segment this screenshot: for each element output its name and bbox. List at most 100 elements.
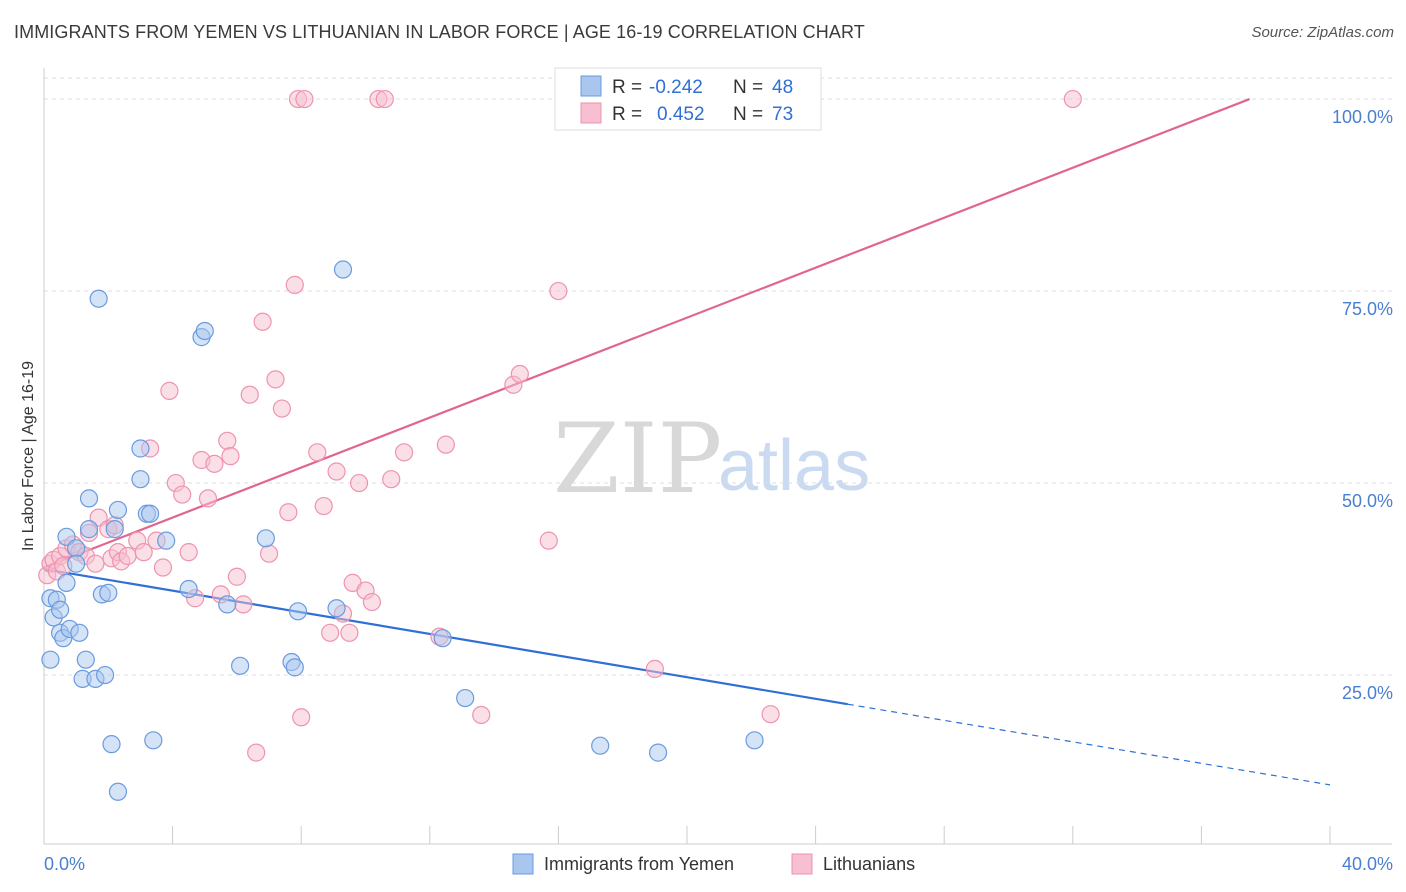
data-point-lithuanians bbox=[234, 595, 253, 614]
data-point-lithuanians bbox=[205, 454, 224, 473]
data-point-lithuanians bbox=[160, 381, 179, 400]
data-point-yemen bbox=[50, 600, 70, 619]
data-point-lithuanians bbox=[308, 443, 327, 462]
legend-n-label-2: N = bbox=[733, 104, 763, 125]
legend-n-value-2: 73 bbox=[772, 104, 793, 125]
data-point-lithuanians bbox=[1063, 89, 1082, 109]
data-point-lithuanians bbox=[362, 592, 382, 612]
data-point-yemen bbox=[157, 531, 176, 550]
data-point-yemen bbox=[57, 573, 76, 592]
data-point-lithuanians bbox=[266, 370, 285, 389]
data-point-lithuanians bbox=[436, 435, 455, 454]
data-point-lithuanians bbox=[227, 567, 246, 586]
data-point-yemen bbox=[327, 599, 346, 618]
data-point-yemen bbox=[648, 743, 668, 762]
y-tick-label: 50.0% bbox=[1342, 491, 1393, 511]
y-tick-label: 100.0% bbox=[1332, 107, 1393, 127]
series-legend-swatch-yemen bbox=[512, 853, 534, 875]
series-legend-label-yemen: Immigrants from Yemen bbox=[544, 854, 734, 874]
series-legend-swatch-lithuanians bbox=[791, 853, 813, 875]
data-point-yemen bbox=[41, 650, 60, 669]
series-legend: Immigrants from Yemen Lithuanians bbox=[512, 853, 915, 875]
data-point-yemen bbox=[256, 529, 275, 548]
legend-r-value-2: 0.452 bbox=[657, 104, 705, 125]
legend-n-label-1: N = bbox=[733, 77, 763, 98]
data-point-lithuanians bbox=[761, 705, 780, 724]
legend-r-label-1: R = bbox=[612, 77, 642, 98]
watermark: ZIP atlas bbox=[553, 403, 870, 515]
data-point-lithuanians bbox=[327, 462, 346, 481]
data-point-yemen bbox=[67, 539, 86, 558]
data-point-yemen bbox=[131, 470, 150, 489]
legend-n-value-1: 48 bbox=[772, 77, 793, 98]
data-point-yemen bbox=[745, 731, 764, 750]
data-point-lithuanians bbox=[198, 489, 218, 508]
data-point-lithuanians bbox=[340, 623, 359, 642]
legend-swatch-pink bbox=[580, 102, 602, 124]
data-point-lithuanians bbox=[539, 531, 558, 550]
data-point-yemen bbox=[591, 736, 610, 755]
data-point-lithuanians bbox=[179, 543, 198, 562]
data-point-lithuanians bbox=[134, 543, 153, 562]
data-point-lithuanians bbox=[472, 705, 491, 725]
data-point-lithuanians bbox=[253, 312, 272, 331]
data-point-lithuanians bbox=[118, 546, 137, 566]
data-point-lithuanians bbox=[279, 503, 298, 522]
grid-lines bbox=[44, 77, 1392, 676]
data-point-lithuanians bbox=[240, 385, 259, 404]
data-point-lithuanians bbox=[645, 659, 664, 678]
data-point-yemen bbox=[67, 554, 86, 573]
data-point-lithuanians bbox=[173, 485, 192, 504]
data-point-yemen bbox=[79, 489, 99, 508]
data-point-yemen bbox=[79, 520, 99, 539]
data-point-yemen bbox=[108, 782, 128, 801]
data-point-lithuanians bbox=[259, 544, 279, 563]
axes bbox=[43, 68, 1392, 845]
data-point-lithuanians bbox=[349, 473, 369, 493]
x-tick-label-max: 40.0% bbox=[1342, 854, 1393, 874]
y-tick-label: 75.0% bbox=[1342, 299, 1393, 319]
data-point-lithuanians bbox=[153, 558, 173, 577]
data-point-yemen bbox=[285, 658, 304, 677]
data-point-lithuanians bbox=[394, 443, 414, 462]
data-point-lithuanians bbox=[218, 431, 237, 450]
data-point-yemen bbox=[105, 520, 124, 539]
data-point-lithuanians bbox=[375, 89, 394, 109]
data-point-yemen bbox=[102, 735, 121, 754]
data-point-lithuanians bbox=[86, 554, 105, 573]
data-point-yemen bbox=[70, 623, 89, 642]
data-point-yemen bbox=[131, 439, 150, 458]
legend-r-value-1: -0.242 bbox=[649, 77, 703, 98]
stats-legend: R = -0.242 N = 48 R = 0.452 N = 73 bbox=[554, 67, 822, 131]
trend-line-yemen-extrapolated bbox=[847, 703, 1331, 786]
data-point-lithuanians bbox=[549, 281, 568, 301]
watermark-zip: ZIP bbox=[553, 403, 722, 515]
data-point-yemen bbox=[89, 289, 108, 308]
data-point-lithuanians bbox=[247, 743, 266, 762]
data-point-yemen bbox=[144, 731, 163, 750]
data-point-yemen bbox=[108, 500, 128, 520]
data-point-yemen bbox=[231, 656, 250, 675]
chart-title: IMMIGRANTS FROM YEMEN VS LITHUANIAN IN L… bbox=[14, 22, 865, 42]
data-point-lithuanians bbox=[221, 447, 240, 466]
data-point-yemen bbox=[218, 595, 237, 614]
data-points bbox=[38, 89, 1082, 801]
data-point-lithuanians bbox=[292, 708, 311, 727]
series-legend-label-lithuanians: Lithuanians bbox=[823, 854, 915, 874]
data-point-yemen bbox=[195, 321, 214, 341]
y-tick-label: 25.0% bbox=[1342, 683, 1393, 703]
x-tick-label-min: 0.0% bbox=[44, 854, 85, 874]
trend-line-lithuanians bbox=[43, 98, 1251, 569]
data-point-lithuanians bbox=[510, 364, 529, 384]
data-point-yemen bbox=[179, 579, 198, 599]
data-point-lithuanians bbox=[314, 496, 333, 516]
data-point-lithuanians bbox=[295, 89, 314, 109]
data-point-yemen bbox=[95, 665, 115, 685]
data-point-yemen bbox=[456, 688, 475, 708]
data-point-lithuanians bbox=[285, 275, 304, 294]
watermark-atlas: atlas bbox=[718, 426, 870, 506]
legend-r-label-2: R = bbox=[612, 104, 642, 125]
tick-labels: 25.0% 50.0% 75.0% 100.0% 0.0% 40.0% bbox=[44, 107, 1393, 874]
data-point-yemen bbox=[433, 629, 452, 648]
